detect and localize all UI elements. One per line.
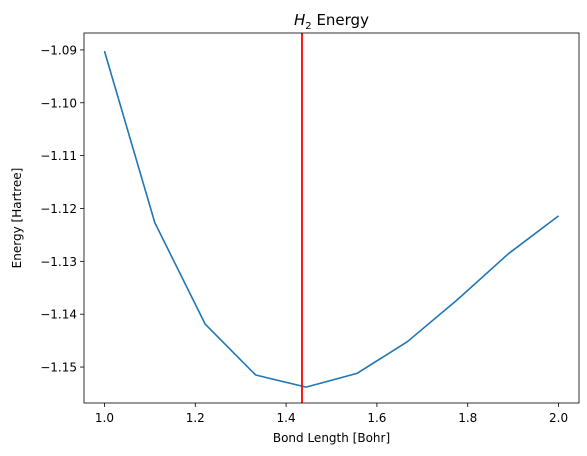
y-tick-label: −1.15 (40, 361, 77, 375)
y-tick-label: −1.14 (40, 308, 77, 322)
title-prefix: H (294, 11, 305, 29)
energy-series-line (103, 50, 560, 388)
chart-title: H2 Energy (294, 11, 369, 32)
x-tick-label: 1.6 (367, 411, 386, 425)
y-tick-label: −1.09 (40, 43, 77, 57)
y-tick-label: −1.13 (40, 255, 77, 269)
x-tick-label: 1.4 (277, 411, 296, 425)
y-tick-label: −1.12 (40, 202, 77, 216)
x-tick-label: 2.0 (549, 411, 568, 425)
title-subscript: 2 (305, 21, 311, 32)
x-axis-ticks: 1.0 1.2 1.4 1.6 1.8 2.0 (95, 403, 568, 425)
y-tick-label: −1.10 (40, 96, 77, 110)
x-tick-label: 1.0 (95, 411, 114, 425)
plot-frame (83, 32, 580, 404)
y-axis-ticks: −1.15 −1.14 −1.13 −1.12 −1.11 −1.10 −1.09 (40, 43, 84, 375)
y-axis-label: Energy [Hartree] (10, 168, 24, 269)
y-tick-label: −1.11 (40, 149, 77, 163)
x-tick-label: 1.8 (458, 411, 477, 425)
title-suffix: Energy (312, 11, 369, 29)
x-tick-label: 1.2 (186, 411, 205, 425)
x-axis-label: Bond Length [Bohr] (273, 431, 390, 445)
